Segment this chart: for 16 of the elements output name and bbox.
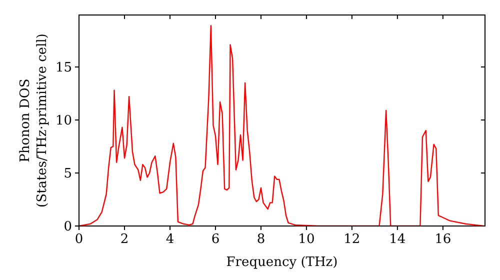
x-tick-label: 16	[434, 232, 452, 247]
x-axis-title: Frequency (THz)	[226, 255, 338, 270]
y-tick-label: 10	[55, 113, 72, 128]
x-tick-label: 14	[389, 232, 406, 247]
y-tick-label: 15	[55, 60, 72, 76]
x-tick-label: 10	[298, 232, 315, 247]
x-tick-label: 12	[344, 232, 360, 247]
y-tick-label: 0	[64, 220, 72, 234]
line-series	[79, 25, 484, 226]
x-tick-label: 8	[256, 232, 266, 247]
x-tick-label: 4	[166, 232, 174, 247]
x-tick-label: 0	[74, 232, 84, 247]
y-tick-label: 5	[64, 166, 72, 182]
y-axis-title: Phonon DOS (States/THz·primitive cell)	[18, 33, 50, 208]
x-tick-label: 2	[120, 232, 129, 247]
x-tick-label: 6	[211, 232, 220, 247]
